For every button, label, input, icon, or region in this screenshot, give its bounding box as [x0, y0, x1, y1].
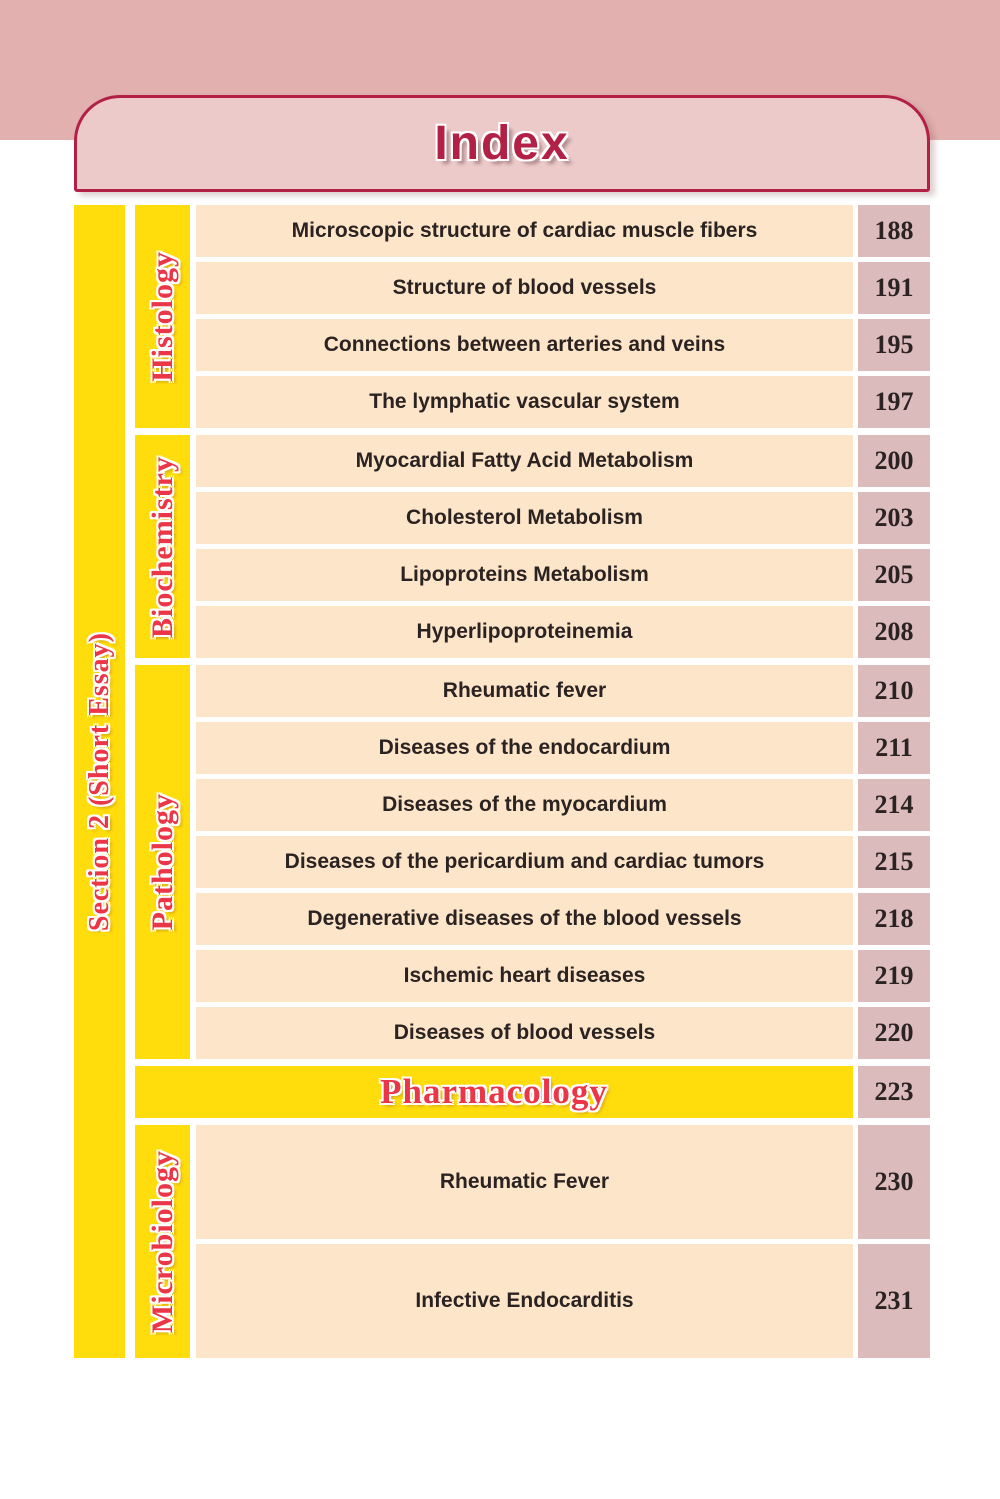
entry-title: Infective Endocarditis	[196, 1244, 853, 1358]
entry-page-number: 231	[858, 1244, 930, 1358]
table-row: Rheumatic Fever 230	[196, 1125, 930, 1239]
pharmacology-banner: Pharmacology	[135, 1066, 853, 1118]
table-row: Lipoproteins Metabolism 205	[196, 549, 930, 601]
entry-title: Cholesterol Metabolism	[196, 492, 853, 544]
entry-page-number: 195	[858, 319, 930, 371]
entry-page-number: 188	[858, 205, 930, 257]
table-row: Hyperlipoproteinemia 208	[196, 606, 930, 658]
rows-histology: Microscopic structure of cardiac muscle …	[196, 205, 930, 428]
entry-page-number: 211	[858, 722, 930, 774]
table-row: Microscopic structure of cardiac muscle …	[196, 205, 930, 257]
page-title: Index	[434, 117, 570, 170]
entry-title: Myocardial Fatty Acid Metabolism	[196, 435, 853, 487]
section-pathology: Pathology Rheumatic fever 210 Diseases o…	[135, 665, 930, 1059]
entry-title: Rheumatic Fever	[196, 1125, 853, 1239]
category-label: Biochemistry	[145, 455, 179, 638]
rows-biochemistry: Myocardial Fatty Acid Metabolism 200 Cho…	[196, 435, 930, 658]
table-row: Diseases of the pericardium and cardiac …	[196, 836, 930, 888]
entry-page-number: 210	[858, 665, 930, 717]
entry-title: Rheumatic fever	[196, 665, 853, 717]
table-row: Rheumatic fever 210	[196, 665, 930, 717]
category-label: Microbiology	[145, 1149, 179, 1334]
entry-page-number: 200	[858, 435, 930, 487]
entry-title: Diseases of blood vessels	[196, 1007, 853, 1059]
section-sidebar-label: Section 2 (Short Essay)	[83, 631, 115, 932]
entry-page-number: 191	[858, 262, 930, 314]
entry-page-number: 215	[858, 836, 930, 888]
entry-page-number: 197	[858, 376, 930, 428]
category-column-pathology: Pathology	[135, 665, 190, 1059]
category-column-microbiology: Microbiology	[135, 1125, 190, 1358]
table-row: Diseases of the endocardium 211	[196, 722, 930, 774]
entry-title: Diseases of the endocardium	[196, 722, 853, 774]
section-histology: Histology Microscopic structure of cardi…	[135, 205, 930, 428]
entry-page-number: 205	[858, 549, 930, 601]
entry-page-number: 214	[858, 779, 930, 831]
category-column-histology: Histology	[135, 205, 190, 428]
entry-page-number: 208	[858, 606, 930, 658]
section-sidebar: Section 2 (Short Essay)	[74, 205, 125, 1358]
table-row: Infective Endocarditis 231	[196, 1244, 930, 1358]
entry-title: Microscopic structure of cardiac muscle …	[196, 205, 853, 257]
table-row: Diseases of blood vessels 220	[196, 1007, 930, 1059]
entry-page-number: 203	[858, 492, 930, 544]
entry-title: Hyperlipoproteinemia	[196, 606, 853, 658]
section-microbiology: Microbiology Rheumatic Fever 230 Infecti…	[135, 1125, 930, 1358]
entry-title: Diseases of the pericardium and cardiac …	[196, 836, 853, 888]
entry-title: Connections between arteries and veins	[196, 319, 853, 371]
rows-microbiology: Rheumatic Fever 230 Infective Endocardit…	[196, 1125, 930, 1358]
entry-page-number: 223	[858, 1066, 930, 1118]
sections-container: Histology Microscopic structure of cardi…	[135, 205, 930, 1358]
table-row: Degenerative diseases of the blood vesse…	[196, 893, 930, 945]
table-row: Connections between arteries and veins 1…	[196, 319, 930, 371]
section-biochemistry: Biochemistry Myocardial Fatty Acid Metab…	[135, 435, 930, 658]
section-pharmacology: Pharmacology 223	[135, 1066, 930, 1118]
entry-page-number: 219	[858, 950, 930, 1002]
category-label: Histology	[145, 251, 179, 382]
entry-page-number: 220	[858, 1007, 930, 1059]
table-row: The lymphatic vascular system 197	[196, 376, 930, 428]
table-row: Cholesterol Metabolism 203	[196, 492, 930, 544]
index-header-panel: Index	[74, 95, 930, 192]
entry-title: Structure of blood vessels	[196, 262, 853, 314]
category-label: Pathology	[145, 793, 179, 931]
entry-page-number: 230	[858, 1125, 930, 1239]
entry-title: Degenerative diseases of the blood vesse…	[196, 893, 853, 945]
entry-title: Diseases of the myocardium	[196, 779, 853, 831]
category-column-biochemistry: Biochemistry	[135, 435, 190, 658]
table-row: Myocardial Fatty Acid Metabolism 200	[196, 435, 930, 487]
entry-title: Ischemic heart diseases	[196, 950, 853, 1002]
category-label: Pharmacology	[380, 1072, 608, 1111]
entry-title: The lymphatic vascular system	[196, 376, 853, 428]
index-table: Section 2 (Short Essay) Histology Micros…	[74, 205, 930, 1358]
table-row: Ischemic heart diseases 219	[196, 950, 930, 1002]
entry-title: Lipoproteins Metabolism	[196, 549, 853, 601]
entry-page-number: 218	[858, 893, 930, 945]
rows-pathology: Rheumatic fever 210 Diseases of the endo…	[196, 665, 930, 1059]
table-row: Structure of blood vessels 191	[196, 262, 930, 314]
table-row: Diseases of the myocardium 214	[196, 779, 930, 831]
